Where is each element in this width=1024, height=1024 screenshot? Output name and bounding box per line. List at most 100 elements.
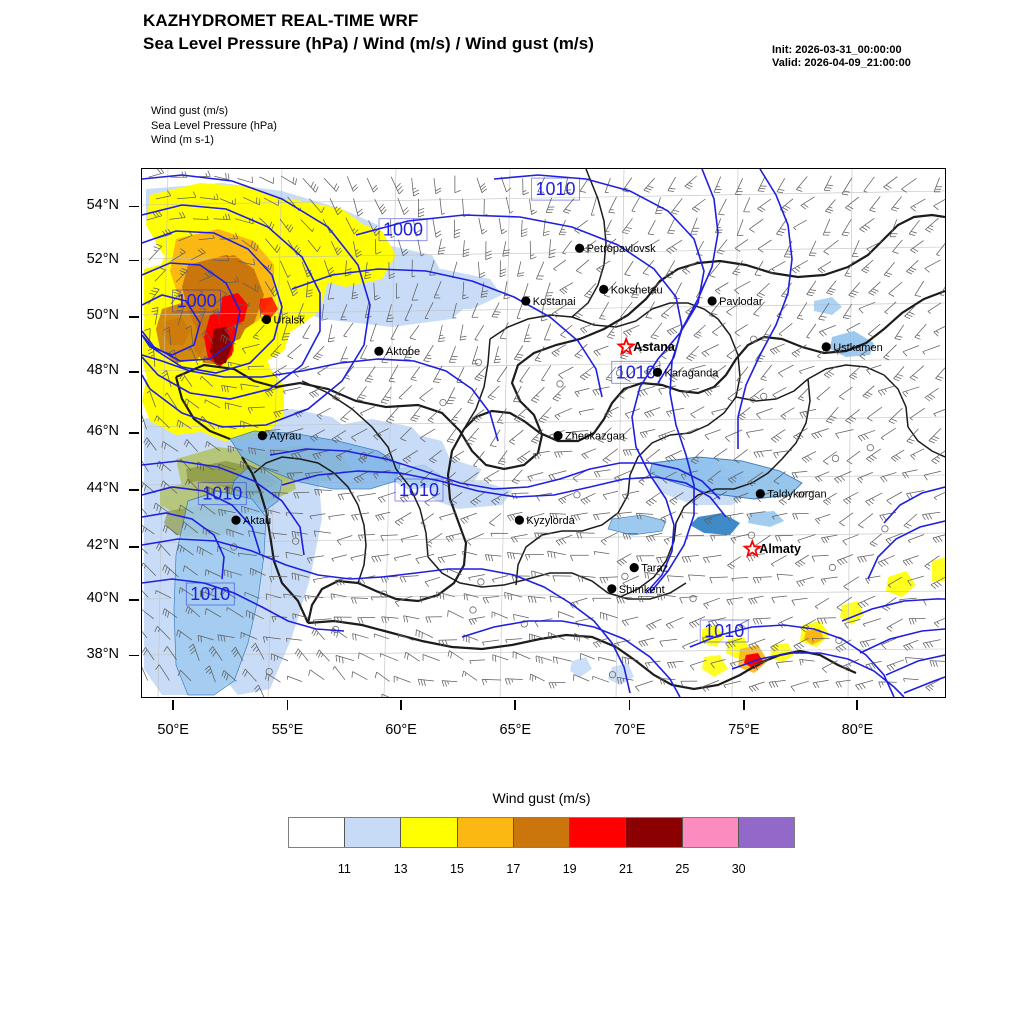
wind-barb [866,364,882,375]
calm-wind-marker [439,399,447,407]
wind-barb [183,439,198,452]
wind-barb [525,513,545,524]
wind-barb [709,576,728,584]
wind-barb [343,322,354,338]
wind-barb [162,608,178,618]
wind-barb [702,637,719,644]
wind-barb [281,323,291,341]
colorbar[interactable] [288,817,795,848]
colorbar-swatch[interactable] [738,818,794,847]
colorbar-swatch[interactable] [457,818,514,847]
wind-barb [714,282,729,295]
wind-barb [843,491,859,505]
wind-barb [142,562,157,577]
colorbar-swatch[interactable] [626,818,683,847]
wind-barb [823,365,838,379]
wind-barb [179,373,193,387]
colorbar-swatch[interactable] [401,818,458,847]
wind-barb [791,260,808,274]
wind-barb [522,178,529,196]
wind-barb [352,633,369,641]
wind-barb [821,660,838,673]
wind-barb [454,175,461,194]
wind-barb [800,196,815,210]
wind-barb [859,217,875,233]
wind-barb [665,260,676,278]
wind-barb [842,534,859,546]
wind-barb [604,406,619,419]
wind-barb [242,196,261,206]
colorbar-swatch[interactable] [682,818,739,847]
wind-barb [245,610,264,620]
wind-barb [570,512,588,522]
wind-barb [869,533,883,547]
wind-barb [935,367,945,381]
wind-barb [462,281,469,300]
wind-barb [834,471,852,484]
wind-barb [693,324,706,339]
wind-barb [735,618,750,631]
wind-barb [838,386,853,401]
wind-barb [307,239,321,252]
wind-barb [924,387,939,402]
wind-barb [219,232,239,240]
calm-wind-marker [556,380,564,388]
wind-barb [504,678,523,685]
colorbar-swatch[interactable] [345,818,402,847]
lat-tick-mark [129,432,139,434]
wind-barb [646,618,662,631]
wind-barb [398,633,414,641]
wind-barb [536,492,553,502]
wind-barb [154,415,170,429]
calm-wind-marker [747,531,756,539]
wind-barb [508,429,524,445]
wind-barb [297,303,305,320]
wind-barb [253,684,265,697]
wind-barb [690,406,705,419]
wind-barb [516,303,523,319]
wind-barb [285,512,304,517]
colorbar-swatch[interactable] [570,818,627,847]
wind-barb [374,239,382,255]
lon-tick-label: 70°E [613,722,646,738]
wind-barb [316,649,330,662]
wind-barb [483,470,500,484]
wind-barb [940,286,945,296]
wind-barb [622,177,633,193]
wind-barb [403,615,420,623]
colorbar-swatch[interactable] [513,818,571,847]
wind-barb [441,680,458,687]
wind-barb [182,565,198,576]
lat-tick-label: 38°N [86,645,119,662]
wind-barb [369,323,377,342]
wind-barb [684,175,697,190]
wind-barb [558,493,573,505]
wind-barb [768,680,786,688]
wind-barb [605,367,616,382]
wind-barb [791,597,808,606]
wind-barb [169,211,186,220]
wind-barb [902,555,919,566]
wind-barb [305,280,313,298]
wind-barb [773,450,792,459]
lon-tick-mark [400,700,402,710]
wind-barb [580,653,595,660]
wind-barb [894,324,905,341]
wind-barb [523,323,532,343]
isobar-label-text: 1000 [383,220,423,240]
wind-barb [192,216,209,220]
wind-barb [463,634,479,643]
wind-barb [462,240,470,258]
map-plot-area[interactable]: 1010 1000 1000 1010 1010 1010 1010 1010 Uralsk A… [141,168,946,698]
wind-barb [400,534,419,543]
city-label: Ustkamen [833,342,883,354]
wind-barb [241,239,259,252]
wind-barb [388,262,396,279]
wind-barb [302,178,319,193]
colorbar-swatch[interactable] [289,818,346,847]
wind-barb [445,532,463,543]
wind-barb [575,259,590,274]
wind-barb [219,198,236,206]
title-block: KAZHYDROMET REAL-TIME WRF Sea Level Pres… [143,10,594,56]
wind-barb [815,471,830,483]
